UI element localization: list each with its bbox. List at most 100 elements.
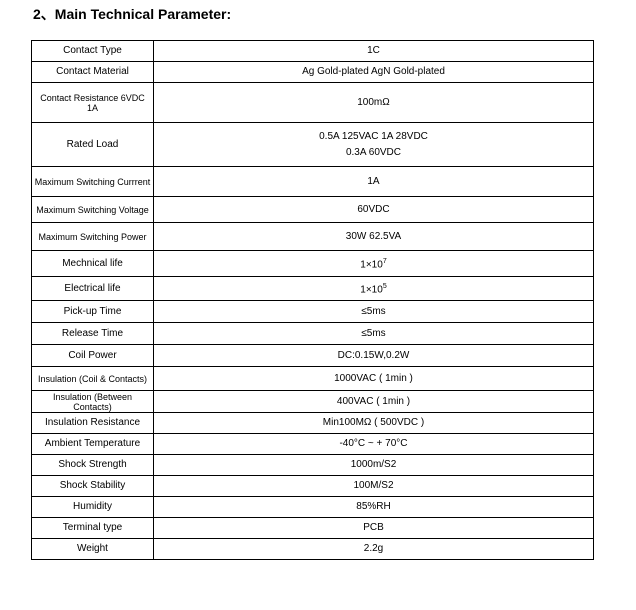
value-line: DC:0.15W,0.2W bbox=[156, 350, 591, 362]
table-row: Weight 2.2g bbox=[31, 538, 594, 561]
param-label: Maximum Switching Currrent bbox=[31, 166, 154, 197]
value-line: 1A bbox=[156, 176, 591, 188]
value-line: ≤5ms bbox=[156, 306, 591, 318]
param-value: 85%RH bbox=[153, 496, 594, 519]
param-value: 2.2g bbox=[153, 538, 594, 561]
param-value: DC:0.15W,0.2W bbox=[153, 344, 594, 368]
param-value: PCB bbox=[153, 517, 594, 540]
value-text: 85%RH bbox=[356, 501, 391, 513]
value-line: PCB bbox=[156, 522, 591, 534]
value-text: 1C bbox=[367, 45, 380, 56]
value-line: 0.3A 60VDC bbox=[156, 147, 591, 159]
param-label: Insulation Resistance bbox=[31, 412, 154, 435]
table-row: Maximum Switching Currrent 1A bbox=[31, 166, 594, 197]
param-label: Maximum Switching Power bbox=[31, 222, 154, 251]
table-row: Coil Power DC:0.15W,0.2W bbox=[31, 344, 594, 368]
value-text: 1×10 bbox=[360, 284, 383, 296]
table-row: Mechnical life 1×107 bbox=[31, 250, 594, 277]
table-row: Ambient Temperature -40°C ~ + 70°C bbox=[31, 433, 594, 456]
param-value: 400VAC ( 1min ) bbox=[153, 390, 594, 414]
param-label: Shock Strength bbox=[31, 454, 154, 477]
param-value: Ag Gold-plated AgN Gold-plated bbox=[153, 61, 594, 83]
table-row: Contact Material Ag Gold-plated AgN Gold-… bbox=[31, 61, 594, 83]
value-line: 100M/S2 bbox=[156, 480, 591, 492]
value-text: 1×10 bbox=[360, 259, 383, 271]
table-row: Shock Stability 100M/S2 bbox=[31, 475, 594, 498]
param-value: 1C bbox=[153, 40, 594, 62]
value-text: 60VDC bbox=[357, 203, 390, 215]
param-label: Insulation (Coil & Contacts) bbox=[31, 366, 154, 392]
value-text: DC:0.15W,0.2W bbox=[337, 349, 410, 361]
value-text: 30W 62.5VA bbox=[345, 230, 402, 242]
param-value: 100mΩ bbox=[153, 82, 594, 123]
value-text: 1000m/S2 bbox=[350, 459, 397, 471]
param-value: 0.5A 125VAC 1A 28VDC 0.3A 60VDC bbox=[153, 122, 594, 167]
param-label: Release Time bbox=[31, 322, 154, 346]
param-value: 1000m/S2 bbox=[153, 454, 594, 477]
param-value: 1×107 bbox=[153, 250, 594, 277]
param-label: Contact Resistance 6VDC 1A bbox=[31, 82, 154, 123]
param-value: 30W 62.5VA bbox=[153, 222, 594, 251]
value-line: -40°C ~ + 70°C bbox=[156, 438, 591, 450]
value-line: 85%RH bbox=[156, 501, 591, 513]
value-text: 0.5A 125VAC 1A 28VDC bbox=[319, 130, 428, 142]
value-text: 1A bbox=[367, 175, 380, 187]
value-line: Ag Gold-plated AgN Gold-plated bbox=[156, 66, 591, 78]
value-line: 0.5A 125VAC 1A 28VDC bbox=[156, 131, 591, 143]
value-line: ≤5ms bbox=[156, 328, 591, 340]
value-text: 100mΩ bbox=[357, 96, 390, 108]
value-line: 2.2g bbox=[156, 543, 591, 555]
table-row: Rated Load 0.5A 125VAC 1A 28VDC 0.3A 60VDC bbox=[31, 122, 594, 167]
table-row: Shock Strength 1000m/S2 bbox=[31, 454, 594, 477]
table-row: Contact Type 1C bbox=[31, 40, 594, 62]
param-label: Ambient Temperature bbox=[31, 433, 154, 456]
section-title: 2、Main Technical Parameter: bbox=[33, 6, 232, 22]
value-text: -40°C ~ + 70°C bbox=[339, 438, 408, 450]
table-row: Terminal type PCB bbox=[31, 517, 594, 540]
param-label: Electrical life bbox=[31, 275, 154, 302]
param-label: Humidity bbox=[31, 496, 154, 519]
value-text: PCB bbox=[363, 522, 384, 534]
value-text: 0.3A 60VDC bbox=[345, 146, 402, 158]
param-value: ≤5ms bbox=[153, 322, 594, 346]
value-text: 1000VAC ( 1min ) bbox=[334, 372, 413, 384]
param-value: 1000VAC ( 1min ) bbox=[153, 366, 594, 392]
param-label: Terminal type bbox=[31, 517, 154, 540]
param-value: ≤5ms bbox=[153, 300, 594, 324]
table-row: Electrical life 1×105 bbox=[31, 275, 594, 302]
exponent: 7 bbox=[382, 257, 387, 265]
value-text: 2.2g bbox=[363, 543, 384, 555]
param-label: Coil Power bbox=[31, 344, 154, 368]
table-row: Pick-up Time ≤5ms bbox=[31, 300, 594, 324]
param-label: Insulation (Between Contacts) bbox=[31, 390, 154, 414]
param-label: Shock Stability bbox=[31, 475, 154, 498]
parameter-table: Contact Type 1C Contact Material Ag Gold-pl… bbox=[31, 40, 594, 561]
table-row: Humidity 85%RH bbox=[31, 496, 594, 519]
param-label: Rated Load bbox=[31, 122, 154, 167]
param-value: 1A bbox=[153, 166, 594, 197]
table-row: Maximum Switching Power 30W 62.5VA bbox=[31, 222, 594, 251]
param-label: Pick-up Time bbox=[31, 300, 154, 324]
value-line: 100mΩ bbox=[156, 97, 591, 109]
param-label: Contact Type bbox=[31, 40, 154, 62]
value-text: 400VAC ( 1min ) bbox=[336, 395, 411, 407]
table-row: Insulation (Coil & Contacts) 1000VAC ( 1m… bbox=[31, 366, 594, 392]
param-value: 100M/S2 bbox=[153, 475, 594, 498]
param-value: -40°C ~ + 70°C bbox=[153, 433, 594, 456]
value-line: 60VDC bbox=[156, 204, 591, 216]
param-label: Contact Material bbox=[31, 61, 154, 83]
param-value: Min100MΩ ( 500VDC ) bbox=[153, 412, 594, 435]
value-line: 1×107 bbox=[156, 256, 591, 271]
value-line: 1000m/S2 bbox=[156, 459, 591, 471]
value-text: 100M/S2 bbox=[353, 480, 394, 492]
value-line: 400VAC ( 1min ) bbox=[156, 396, 591, 408]
value-text: Min100MΩ ( 500VDC ) bbox=[322, 417, 425, 429]
table-row: Release Time ≤5ms bbox=[31, 322, 594, 346]
value-line: 30W 62.5VA bbox=[156, 231, 591, 243]
value-line: 1C bbox=[156, 45, 591, 57]
value-line: 1000VAC ( 1min ) bbox=[156, 373, 591, 385]
value-text: ≤5ms bbox=[361, 305, 386, 317]
param-label: Maximum Switching Voltage bbox=[31, 196, 154, 223]
table-row: Insulation Resistance Min100MΩ ( 500VDC ) bbox=[31, 412, 594, 435]
